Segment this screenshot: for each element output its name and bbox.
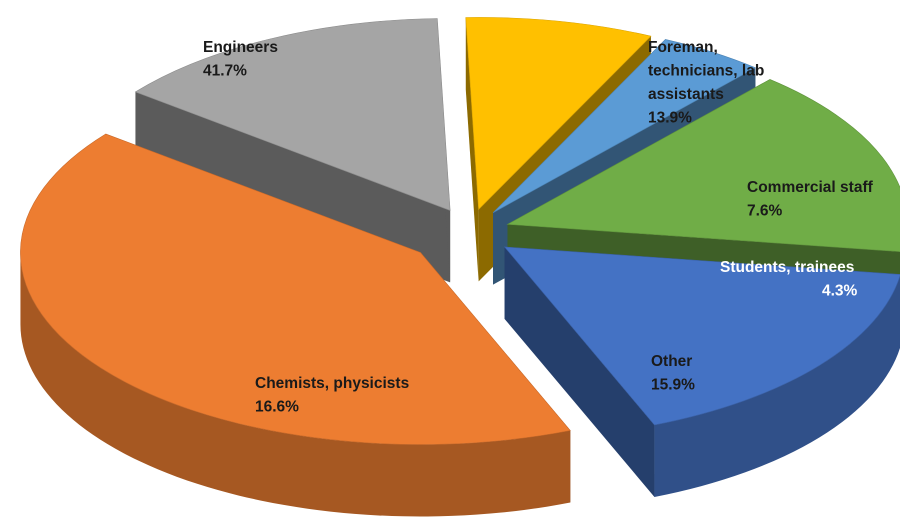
slice-wall-commercial-staff-start — [465, 17, 479, 282]
slice-top-foreman-technicians-lab-assistants — [134, 18, 451, 211]
data-label-value: 4.3% — [822, 283, 858, 300]
slice-top-chemists-physicists — [503, 246, 900, 426]
data-label-category: Commercial staff — [747, 179, 874, 196]
data-label-value: 13.9% — [648, 110, 692, 127]
data-label-students-trainees: Students, trainees 4.3% — [720, 259, 858, 300]
slice-top-other — [506, 79, 900, 252]
data-label-value: 16.6% — [255, 399, 299, 416]
data-label-category: assistants — [648, 86, 724, 103]
data-label-other: Other 15.9% — [651, 353, 695, 394]
pie-labels: Engineers 41.7% Foreman, technicians, lab as… — [203, 39, 874, 416]
data-label-chemists-physicists: Chemists, physicists 16.6% — [255, 375, 409, 416]
data-label-value: 7.6% — [747, 203, 783, 220]
slice-top-commercial-staff — [465, 17, 652, 211]
data-label-category: Other — [651, 353, 692, 370]
data-label-commercial-staff: Commercial staff 7.6% — [747, 179, 874, 220]
slice-top-engineers — [20, 133, 571, 445]
data-label-foreman-technicians-lab-assistants: Foreman, technicians, lab assistants 13.9% — [648, 39, 764, 127]
data-label-value: 15.9% — [651, 377, 695, 394]
slice-top-students-trainees — [492, 39, 757, 213]
data-label-category: Engineers — [203, 39, 278, 56]
data-label-value: 41.7% — [203, 63, 247, 80]
slice-wall-chemists-physicists-end — [504, 246, 655, 497]
slice-engineers — [20, 133, 571, 517]
data-label-category: Students, trainees — [720, 259, 854, 276]
slice-side-engineers — [20, 252, 571, 517]
data-label-category: technicians, lab — [648, 63, 764, 80]
data-label-category: Foreman, — [648, 39, 718, 56]
pie-sides — [20, 17, 900, 517]
slice-side-chemists-physicists — [654, 275, 900, 497]
slice-chemists-physicists — [503, 246, 900, 497]
data-label-engineers: Engineers 41.7% — [203, 39, 278, 80]
data-label-category: Chemists, physicists — [255, 375, 409, 392]
